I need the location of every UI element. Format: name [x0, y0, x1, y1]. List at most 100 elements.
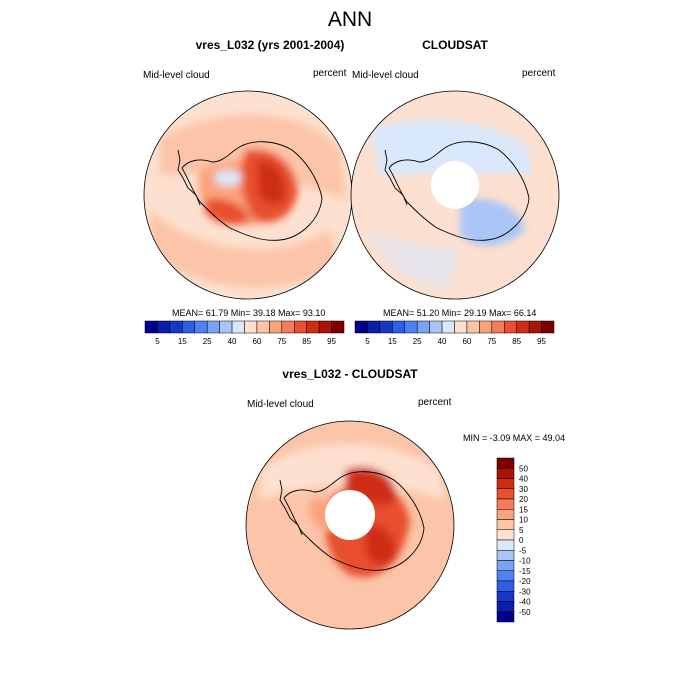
panel2-colorbar-swatch	[528, 320, 542, 334]
panel2-colorbar-swatch	[367, 320, 381, 334]
panel2-colorbar-swatch	[354, 320, 368, 334]
diff-colorbar-swatch	[496, 570, 515, 582]
panel2-region-a	[370, 119, 530, 175]
diff-colorbar-tick-label: -40	[519, 598, 531, 607]
panel1-colorbar-swatch	[144, 320, 158, 334]
diff-colorbar-tick-label: -20	[519, 577, 531, 586]
panel1-stats: MEAN= 61.79 Min= 39.18 Max= 93.10	[172, 308, 326, 318]
panel1-colorbar-tick-label: 75	[277, 337, 286, 346]
panel1-colorbar-swatch	[206, 320, 220, 334]
panel2-colorbar-tick-label: 60	[462, 337, 471, 346]
panel2-antarctica-outline	[388, 141, 530, 241]
panel2-colorbar: 5 15 25 40 60 75 85 95	[354, 320, 555, 346]
diff-colorbar-tick-label: 40	[519, 475, 528, 484]
diff-colorbar-tick-label: -5	[519, 546, 527, 555]
panel2-colorbar-tick-label: 75	[487, 337, 496, 346]
panel2-colorbar-swatch	[416, 320, 430, 334]
panel1-colorbar-swatch	[318, 320, 332, 334]
diff-colorbar-swatch	[496, 488, 515, 500]
panel2-right-label: percent	[522, 68, 556, 79]
panel1-colorbar: 5 15 25 40 60 75 85 95	[144, 320, 345, 346]
panel2-colorbar-swatch	[404, 320, 418, 334]
panel1-colorbar-swatch	[294, 320, 307, 334]
panel1-map	[143, 90, 353, 300]
panel2-colorbar-swatch	[392, 320, 405, 334]
panel1-colorbar-swatch	[269, 320, 283, 334]
panel1-left-label: Mid-level cloud	[143, 70, 210, 81]
panel1-region-b	[150, 210, 340, 288]
panel3-border	[245, 420, 455, 630]
diff-colorbar-swatch	[496, 509, 515, 520]
panel2-colorbar-swatch	[466, 320, 480, 334]
diff-colorbar-swatch	[496, 601, 515, 612]
panel2-title: CLOUDSAT	[422, 38, 488, 52]
panel2-region-b	[460, 198, 525, 246]
panel1-colorbar-tick-label: 5	[155, 337, 160, 346]
panel2-colorbar-swatch	[429, 320, 443, 334]
diff-colorbar-tick-label: 0	[519, 536, 524, 545]
panel2-colorbar-swatch	[441, 320, 455, 334]
diff-colorbar-swatch	[496, 468, 515, 479]
diff-colorbar-tick-label: 20	[519, 495, 528, 504]
panel2-border	[350, 90, 560, 300]
diff-colorbar-tick-label: 5	[519, 526, 524, 535]
panel1-colorbar-tick-label: 95	[327, 337, 336, 346]
panel2-colorbar-tick-label: 15	[388, 337, 397, 346]
panel2-colorbar-tick-label: 5	[365, 337, 370, 346]
panel2-peninsula-outline	[384, 149, 408, 206]
panel3-stats: MIN = -3.09 MAX = 49.04	[463, 433, 566, 443]
panel2-colorbar-swatch	[491, 320, 505, 334]
diff-colorbar-swatch	[496, 529, 515, 541]
panel2-colorbar-tick-label: 85	[512, 337, 521, 346]
panel1-region-g	[214, 170, 242, 186]
diff-colorbar-swatch	[496, 457, 515, 469]
panel2-region-c	[370, 230, 460, 290]
panel1-title: vres_L032 (yrs 2001-2004)	[195, 38, 345, 52]
panel3-right-label: percent	[418, 397, 452, 408]
diff-colorbar-swatch	[496, 550, 515, 561]
panel1-colorbar-swatch	[169, 320, 183, 334]
diff-colorbar-tick-label: -10	[519, 557, 531, 566]
diff-colorbar-swatch	[496, 478, 515, 489]
panel3-antarctica-outline	[283, 471, 425, 571]
panel2-colorbar-swatch	[541, 320, 555, 334]
panel3-polar-gap	[325, 490, 375, 540]
panel2-map	[350, 90, 560, 300]
diff-colorbar-tick-label: -30	[519, 587, 531, 596]
panel2-colorbar-tick-label: 25	[413, 337, 422, 346]
panel1-antarctica-outline	[181, 141, 323, 241]
panel3-title: vres_L032 - CLOUDSAT	[282, 367, 418, 381]
panel2-colorbar-tick-label: 95	[537, 337, 546, 346]
panel1-colorbar-swatch	[157, 320, 171, 334]
panel2-left-label: Mid-level cloud	[352, 70, 419, 81]
panel3-region-d	[365, 524, 396, 566]
diff-colorbar-swatch	[496, 498, 515, 510]
panel2-colorbar-swatch	[379, 320, 393, 334]
panel2-stats: MEAN= 51.20 Min= 29.19 Max= 66.14	[383, 308, 537, 318]
figure-title: ANN	[327, 8, 373, 31]
panel1-colorbar-tick-label: 60	[252, 337, 261, 346]
diff-colorbar-swatch	[496, 560, 515, 571]
panel3-left-label: Mid-level cloud	[247, 399, 314, 410]
panel2-colorbar-swatch	[504, 320, 517, 334]
diff-colorbar-swatch	[496, 591, 515, 602]
diff-colorbar-swatch	[496, 539, 515, 551]
panel1-colorbar-swatch	[231, 320, 245, 334]
diff-colorbar-tick-label: 10	[519, 516, 528, 525]
panel1-region-f	[205, 198, 250, 225]
panel2-colorbar-swatch	[516, 320, 530, 334]
panel3-peninsula-outline	[279, 479, 303, 536]
panel1-colorbar-tick-label: 25	[203, 337, 212, 346]
panel1-colorbar-swatch	[244, 320, 258, 334]
panel1-colorbar-tick-label: 40	[228, 337, 237, 346]
panel1-region-e	[258, 160, 286, 205]
panel1-colorbar-swatch	[306, 320, 320, 334]
panel2-colorbar-swatch	[454, 320, 468, 334]
panel2-polar-gap	[431, 161, 479, 209]
panel2-colorbar-swatch	[479, 320, 493, 334]
diff-colorbar-tick-label: -50	[519, 608, 531, 617]
diff-colorbar-tick-label: 30	[519, 485, 528, 494]
panel1-peninsula-outline	[177, 149, 201, 206]
